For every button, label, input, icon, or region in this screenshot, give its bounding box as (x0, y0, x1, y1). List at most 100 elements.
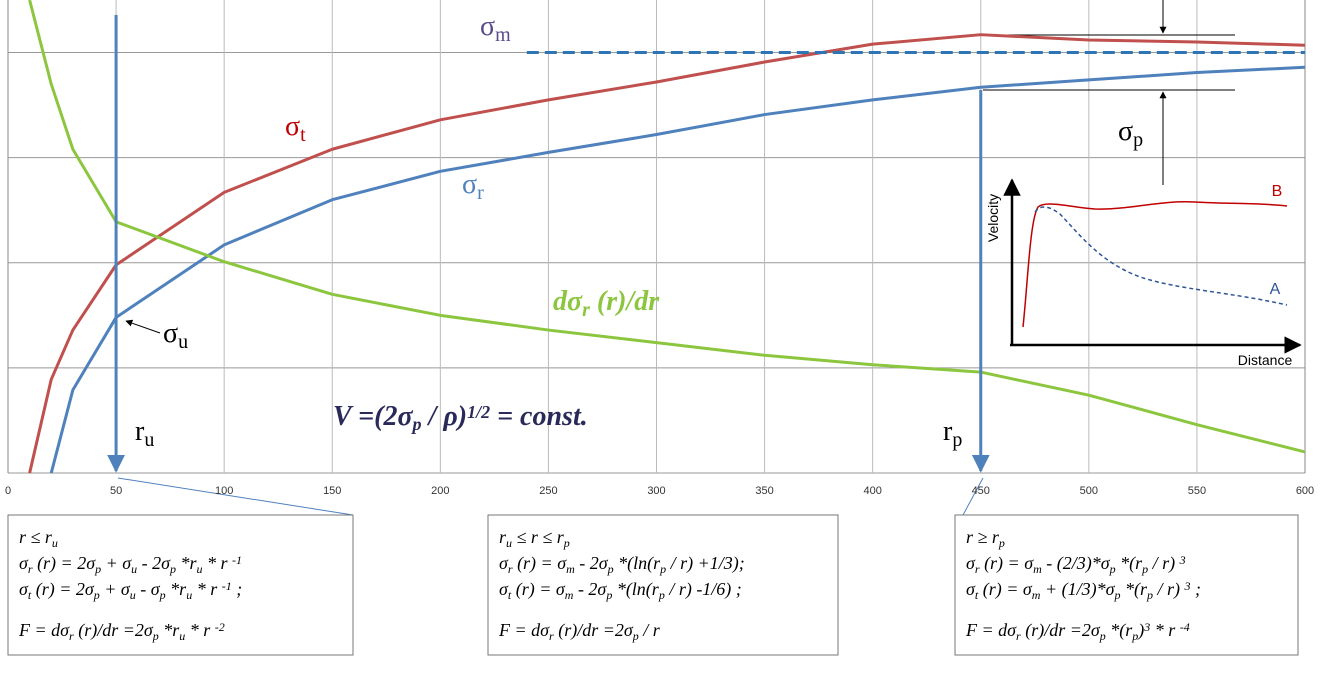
subscript: p (1113, 588, 1120, 602)
formula-line: σr (r) = 2σp + σu - 2σp *ru * r -1 (19, 553, 242, 576)
text-part: σ (19, 579, 29, 599)
text-part: r (499, 527, 507, 547)
text-part: r (943, 416, 953, 447)
text-part: F = dσ (965, 620, 1017, 640)
text-part: σ (19, 553, 29, 573)
superscript: -4 (1180, 620, 1190, 634)
subscript: u (130, 588, 136, 602)
x-tick-label: 50 (110, 485, 122, 497)
subscript: p (1109, 562, 1116, 576)
formula-line: r ≥ rp (966, 527, 1005, 550)
formula-line: σt (r) = σm - 2σp *(ln(rp / r) -1/6) ; (499, 579, 742, 602)
text-part: *(r (1106, 620, 1133, 641)
subscript: p (159, 588, 166, 602)
x-tick-label: 150 (323, 485, 341, 497)
subscript: m (1033, 562, 1042, 576)
x-tick-label: 0 (5, 485, 11, 497)
text-part: σ (966, 579, 976, 599)
text-part: + σ (101, 553, 132, 573)
text-part: σ (966, 553, 976, 573)
series-line (28, 0, 1306, 454)
superscript: 3 (1179, 553, 1186, 567)
text-part: + (1/3)*σ (1040, 579, 1115, 600)
text-part: *(ln(r (614, 553, 661, 574)
text-part: - (2/3)*σ (1042, 553, 1111, 574)
subscript: p (658, 588, 665, 602)
text-part: r (135, 416, 145, 447)
formula-line: σr (r) = σm - (2/3)*σp *(rp / r) 3 (966, 553, 1186, 576)
text-part: V =(2σ (333, 401, 413, 432)
text-part: σ (163, 318, 178, 349)
text-part: (r) = σ (511, 579, 566, 600)
subscript: p (1141, 562, 1148, 576)
formula-line: F = dσr (r)/dr =2σp / r (498, 620, 661, 643)
subscript: p (632, 629, 639, 643)
text-part: + σ (100, 579, 131, 599)
subscript: p (93, 588, 100, 602)
formula-box (954, 514, 1299, 656)
subscript: m (566, 562, 575, 576)
superscript: -1 (222, 579, 232, 593)
superscript: 1/2 (467, 402, 490, 422)
text-part: / r) -1/6) ; (665, 579, 742, 600)
superscript: 3 (1143, 620, 1150, 634)
text-part: ) (1137, 620, 1144, 641)
x-tick-label: 350 (755, 485, 773, 497)
subscript: t (508, 588, 512, 602)
text-part: dσ (553, 286, 583, 317)
text-part: (r) = 2σ (31, 579, 95, 600)
x-tick-label: 100 (215, 485, 233, 497)
text-part: F = dσ (498, 620, 550, 640)
text-part: * r (1150, 620, 1180, 640)
connectors (117, 477, 984, 516)
text-part: / r) (1148, 553, 1180, 574)
subscript: p (94, 562, 101, 576)
subscript: m (565, 588, 574, 602)
text-part: ; (232, 579, 243, 599)
annotation: dσr (r)/dr (553, 286, 660, 321)
text-part: - σ (136, 579, 161, 599)
annotation: ru (135, 416, 154, 451)
formula-box (487, 514, 839, 656)
formula-box (7, 514, 354, 656)
subscript: p (152, 629, 159, 643)
text-part: σ (499, 553, 509, 573)
superscript: 3 (1183, 579, 1190, 593)
subscript: u (178, 331, 188, 353)
text-part: *(ln(r (612, 579, 659, 600)
subscript: m (1032, 588, 1041, 602)
subscript: r (582, 299, 590, 321)
subscript: u (131, 562, 137, 576)
annotation: σp (1118, 116, 1143, 151)
text-part: (r)/dr =2σ (1021, 620, 1101, 641)
superscript: -2 (215, 620, 225, 634)
inset-x-label: Distance (1238, 352, 1293, 368)
subscript: p (605, 588, 612, 602)
text-part: * r (185, 620, 215, 640)
subscript: r (69, 629, 74, 643)
text-part: σ (480, 11, 495, 42)
formula-line: σt (r) = 2σp + σu - σp *ru * r -1 ; (19, 579, 242, 602)
sigma-p-guides (125, 0, 1235, 334)
text-part: = const. (490, 401, 588, 432)
text-part: - 2σ (573, 579, 607, 599)
text-part: σ (499, 579, 509, 599)
text-part: *r (166, 579, 188, 599)
inset-curve-label: B (1272, 183, 1283, 200)
text-part: - 2σ (137, 553, 171, 573)
text-part: σ (1118, 116, 1133, 147)
annotation: rp (943, 416, 962, 451)
text-part: / r) +1/3); (666, 553, 745, 574)
text-part: ; (1190, 579, 1201, 599)
x-tick-label: 600 (1296, 485, 1314, 497)
subscript: u (186, 588, 192, 602)
subscript: r (508, 562, 513, 576)
x-tick-label: 500 (1080, 485, 1098, 497)
formula-line: σr (r) = σm - 2σp *(ln(rp / r) +1/3); (499, 553, 745, 576)
formula-line: F = dσr (r)/dr =2σp *(rp)3 * r -4 (965, 620, 1190, 643)
text-part: (r) = 2σ (33, 553, 97, 574)
x-tick-label: 300 (647, 485, 665, 497)
subscript: r (975, 562, 980, 576)
